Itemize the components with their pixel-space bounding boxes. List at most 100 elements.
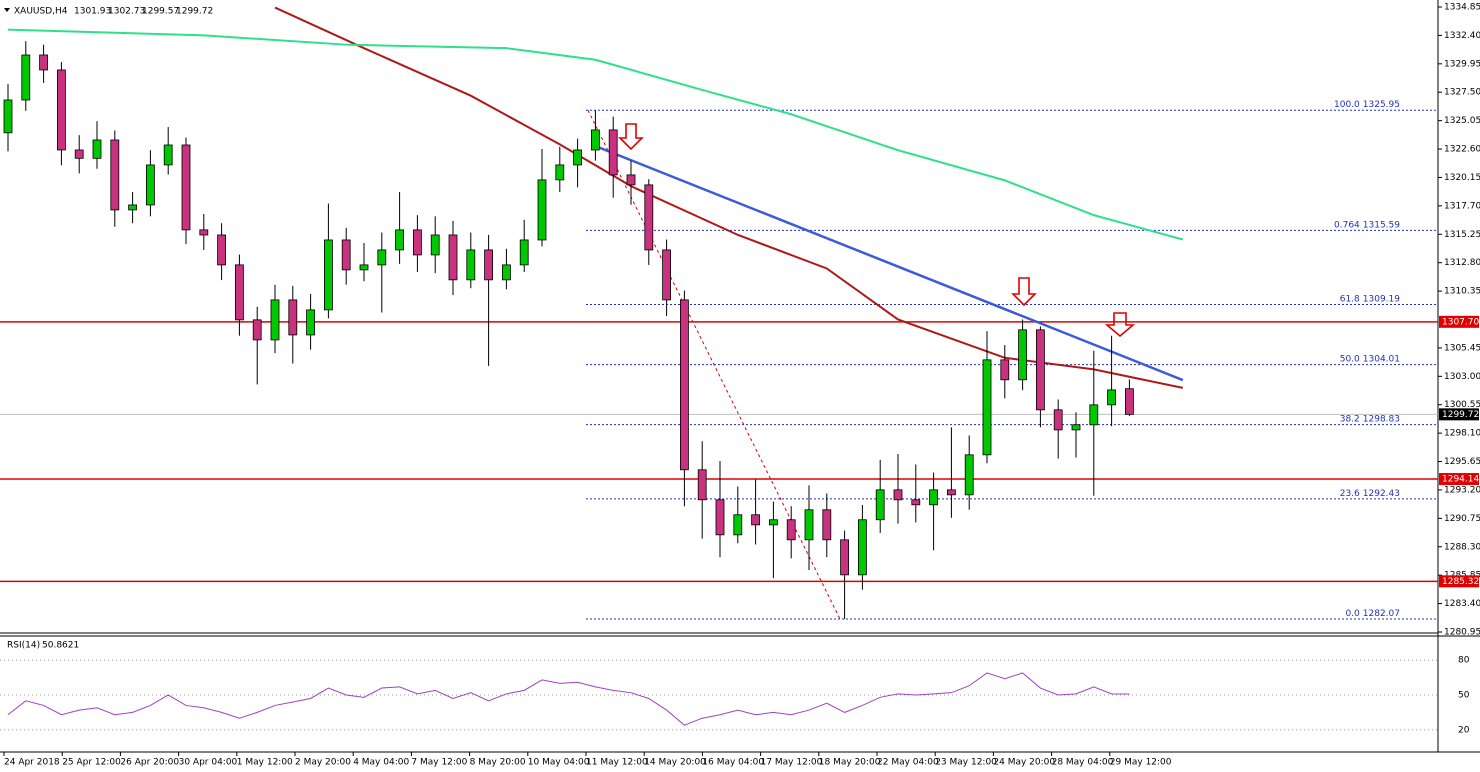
candle-body (430, 234, 440, 256)
fib-label: 38.2 1298.83 (1340, 414, 1400, 424)
candle-body (359, 264, 369, 271)
moving-average (7, 28, 1184, 241)
last-high: 1302.73 (108, 7, 145, 17)
y-tick-label: 1320.15 (1444, 173, 1480, 183)
y-tick-label: 1325.05 (1444, 116, 1480, 126)
y-tick-label: 1288.30 (1444, 542, 1480, 552)
candle-body (911, 499, 921, 506)
candle-body (680, 299, 689, 471)
candle-body (555, 164, 565, 181)
time-label: 28 May 04:00 (1052, 758, 1114, 768)
candle-body (822, 509, 832, 541)
level-label: 1294.14 (1442, 475, 1479, 485)
candle-body (377, 249, 387, 266)
candle-body (715, 499, 725, 536)
candle-body (662, 249, 671, 301)
level-label-box (1439, 473, 1479, 486)
time-label: 8 May 20:00 (470, 758, 526, 768)
y-tick-label: 1283.40 (1444, 599, 1480, 609)
time-label: 29 May 12:00 (1110, 758, 1172, 768)
candle-body (537, 179, 547, 241)
level-label-box (1439, 575, 1479, 588)
candle-body (840, 539, 849, 576)
y-tick-label: 1327.50 (1444, 88, 1480, 98)
time-label: 26 Apr 20:00 (120, 758, 179, 768)
y-tick-label: 1295.65 (1444, 457, 1480, 467)
rsi-tick-label: 50 (1458, 691, 1470, 701)
time-label: 18 May 20:00 (819, 758, 881, 768)
candle-body (1125, 388, 1134, 415)
time-label: 2 May 20:00 (295, 758, 351, 768)
rsi-tick-label: 20 (1458, 725, 1470, 735)
rsi-line (7, 672, 1130, 726)
time-label: 11 May 12:00 (586, 758, 648, 768)
candle-body (1107, 389, 1116, 406)
fib-label: 0.0 1282.07 (1345, 609, 1400, 619)
y-tick-label: 1280.95 (1444, 628, 1480, 638)
overlay: XAUUSD,H4 1301.93 1302.73 1299.57 1299.7… (0, 3, 1480, 768)
candle-body (769, 519, 778, 526)
fib-price: 1309.19 (1363, 294, 1400, 304)
time-label: 24 May 20:00 (993, 758, 1055, 768)
candle-body (306, 309, 316, 336)
rsi-name: RSI(14) (7, 641, 40, 651)
rsi-tick-label: 80 (1458, 656, 1470, 666)
candle-body (929, 489, 938, 506)
level-label: 1307.70 (1442, 317, 1479, 327)
candle-body (1053, 409, 1063, 431)
fib-label: 0.764 1315.59 (1334, 220, 1400, 230)
y-tick-label: 1298.10 (1444, 429, 1480, 439)
time-label: 24 Apr 2018 (4, 758, 60, 768)
y-tick-label: 1322.60 (1444, 145, 1480, 155)
y-tick-label: 1310.35 (1444, 287, 1480, 297)
fib-level: 61.8 (1340, 294, 1360, 304)
y-tick-label: 1332.40 (1444, 31, 1480, 41)
y-tick-label: 1300.55 (1444, 400, 1480, 410)
trendline (594, 144, 1184, 382)
moving-average (274, 6, 1184, 389)
candle-body (252, 319, 262, 341)
candle-body (1018, 329, 1027, 381)
time-label: 7 May 12:00 (411, 758, 467, 768)
candle-body (875, 489, 885, 521)
candle-body (573, 149, 582, 166)
fib-label: 61.8 1309.19 (1340, 294, 1401, 304)
time-label: 22 May 04:00 (877, 758, 939, 768)
fib-price: 1292.43 (1363, 488, 1400, 498)
time-label: 23 May 12:00 (935, 758, 997, 768)
candle-body (412, 229, 422, 256)
candle-body (217, 234, 227, 266)
y-tick-label: 1317.70 (1444, 201, 1480, 211)
symbol: XAUUSD,H4 (14, 7, 68, 17)
candle-body (110, 139, 120, 211)
candle-body (786, 519, 796, 541)
candle-body (74, 149, 84, 159)
fib-price: 1298.83 (1363, 414, 1400, 424)
level-label-box (1439, 315, 1479, 328)
candle-body (982, 359, 992, 456)
time-label: 16 May 04:00 (702, 758, 764, 768)
candle-body (39, 54, 48, 71)
fib-price: 1282.07 (1363, 609, 1400, 619)
fib-price: 1315.59 (1363, 220, 1400, 230)
candle-body (323, 239, 333, 311)
fib-label: 100.0 1325.95 (1334, 100, 1400, 110)
time-label: 25 Apr 12:00 (62, 758, 121, 768)
candle-body (341, 239, 351, 271)
fib-level: 0.764 (1334, 220, 1360, 230)
current-price-box (1439, 408, 1479, 421)
candle-body (804, 509, 814, 541)
rsi-value: 50.8621 (42, 641, 79, 651)
candle-body (858, 519, 867, 576)
candle-body (947, 489, 956, 496)
candle-body (395, 229, 405, 251)
candle-body (57, 69, 66, 151)
candle-body (1036, 329, 1045, 411)
resistance-arrow (1011, 277, 1037, 307)
candle-body (608, 129, 618, 176)
candle-body (1089, 404, 1099, 426)
fib-level: 0.0 (1345, 609, 1360, 619)
fib-label: 23.6 1292.43 (1340, 488, 1400, 498)
candle-body (501, 264, 511, 281)
